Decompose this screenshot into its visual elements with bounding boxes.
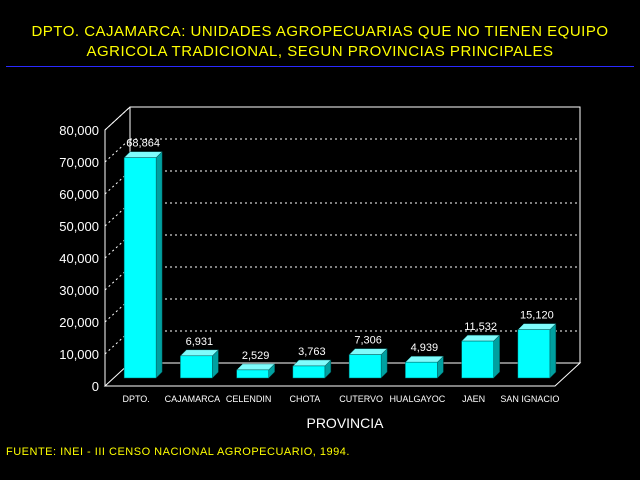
x-tick-label: CAJAMARCA — [165, 394, 221, 404]
gridline-side — [104, 266, 131, 291]
bar — [405, 361, 438, 379]
y-tick-label: 40,000 — [59, 251, 99, 266]
gridline-side — [104, 330, 131, 355]
data-label: 15,120 — [520, 310, 554, 322]
bar — [180, 355, 213, 379]
data-label: 2,529 — [242, 350, 270, 362]
y-tick-label: 10,000 — [59, 347, 99, 362]
bar — [236, 369, 269, 379]
data-label: 6,931 — [186, 336, 214, 348]
bar-side — [155, 151, 163, 379]
x-tick-label: CUTERVO — [339, 394, 383, 404]
gridline-side — [104, 170, 131, 195]
x-tick-label: JAEN — [462, 394, 485, 404]
data-label: 4,939 — [411, 342, 439, 354]
x-axis-title: PROVINCIA — [306, 415, 384, 431]
chart-title-line-1: DPTO. CAJAMARCA: UNIDADES AGROPECUARIAS … — [31, 23, 609, 40]
title-divider — [6, 66, 634, 67]
bar-top — [236, 363, 276, 371]
gridline-side — [104, 106, 131, 131]
gridline-side — [104, 298, 131, 323]
x-tick-label: CHOTA — [289, 394, 320, 404]
y-tick-label: 50,000 — [59, 219, 99, 234]
bar-top — [517, 323, 557, 330]
bar-side — [493, 334, 500, 379]
data-label: 68,864 — [126, 138, 160, 150]
y-tick-label: 0 — [92, 379, 99, 394]
y-tick-label: 60,000 — [59, 187, 99, 202]
plot-floor — [103, 362, 582, 387]
x-tick-label: HUALGAYOC — [389, 394, 445, 404]
bar — [348, 354, 382, 379]
x-tick-label: DPTO. — [122, 394, 149, 404]
gridline-side — [104, 234, 131, 259]
bar — [123, 157, 157, 379]
source-note: FUENTE: INEI - III CENSO NACIONAL AGROPE… — [6, 446, 350, 458]
x-tick-label: SAN IGNACIO — [500, 394, 559, 404]
bar-top — [404, 355, 444, 363]
bar-side — [549, 323, 557, 379]
gridline-side — [104, 138, 131, 163]
bar-top — [123, 151, 163, 158]
plot-frame-back — [104, 106, 581, 386]
bar — [292, 365, 326, 379]
data-label: 11,532 — [464, 321, 497, 333]
bar-top — [292, 359, 332, 367]
y-tick-label: 80,000 — [59, 123, 99, 138]
y-tick-label: 70,000 — [59, 155, 99, 170]
y-tick-label: 20,000 — [59, 315, 99, 330]
data-label: 3,763 — [298, 346, 326, 358]
bar-top — [461, 334, 501, 342]
bar — [461, 340, 494, 379]
x-tick-label: CELENDIN — [226, 394, 272, 404]
chart-title-line-2: AGRICOLA TRADICIONAL, SEGUN PROVINCIAS P… — [86, 43, 554, 60]
y-tick-label: 30,000 — [59, 283, 99, 298]
gridline-side — [104, 202, 131, 227]
data-label: 7,306 — [354, 335, 382, 347]
bar — [517, 329, 551, 379]
bar-top — [348, 348, 388, 355]
bar-top — [179, 349, 219, 357]
